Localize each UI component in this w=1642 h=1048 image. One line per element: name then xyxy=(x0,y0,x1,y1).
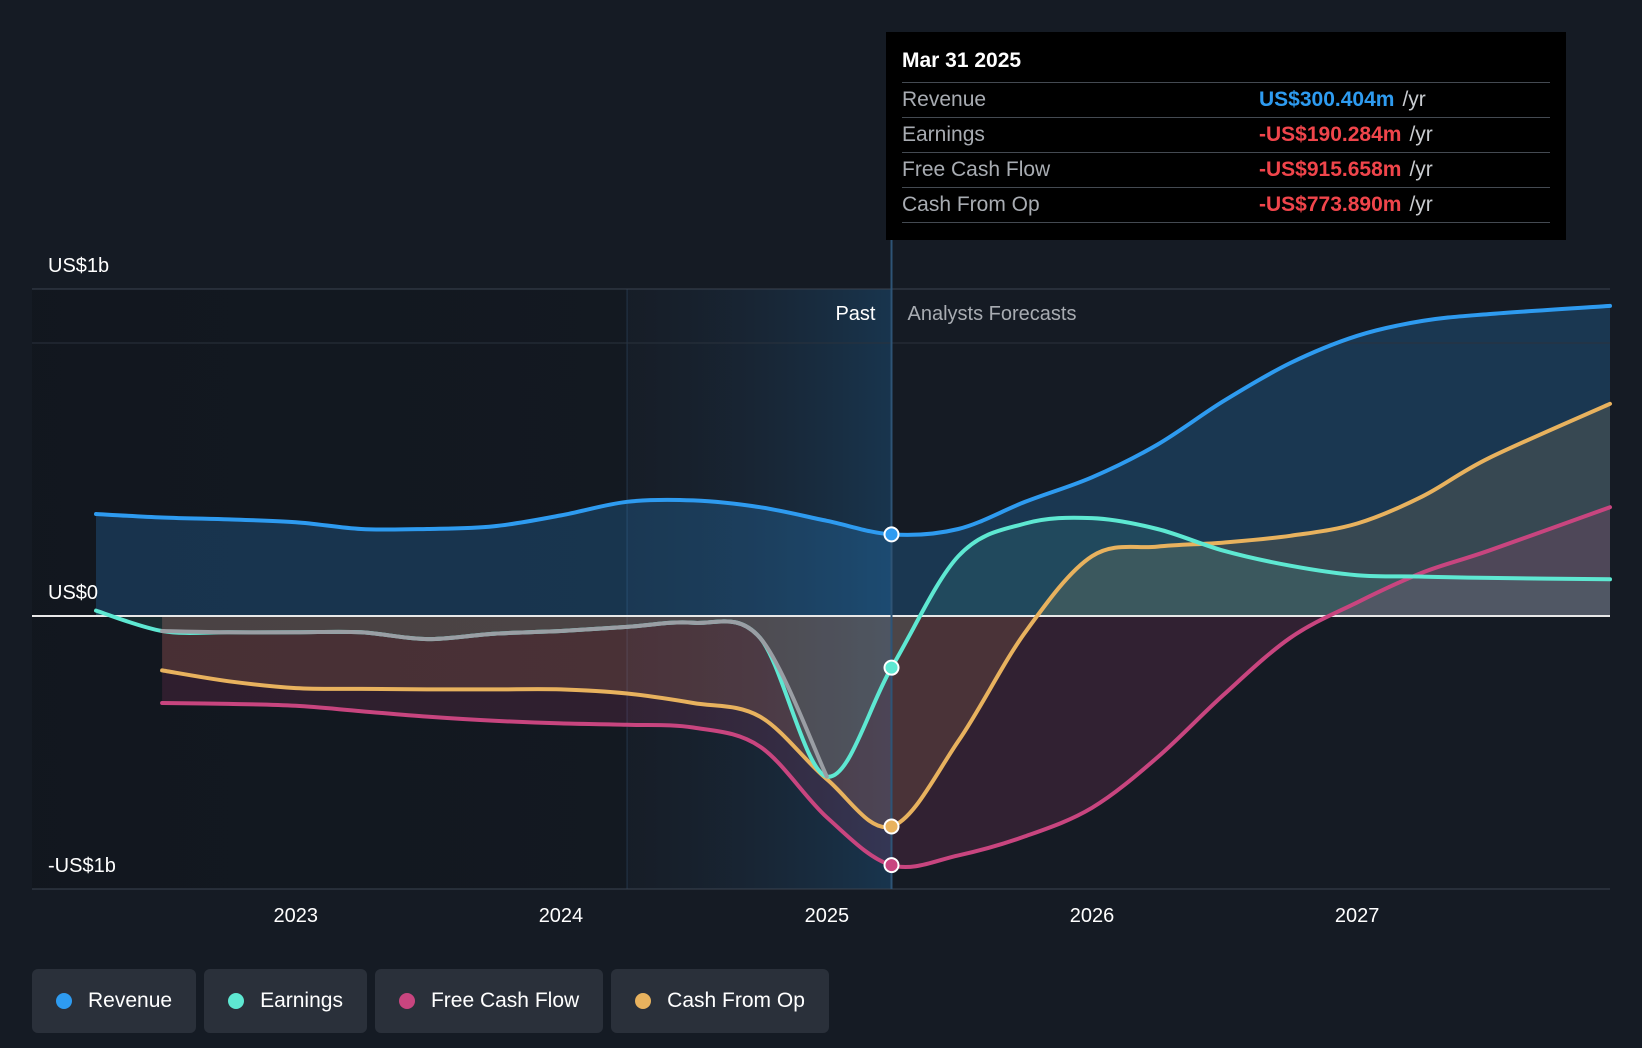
tooltip-value: US$300.404m xyxy=(1259,88,1395,111)
series-marker-revenue xyxy=(883,526,900,543)
legend-dot-icon xyxy=(635,993,652,1009)
legend-label: Free Cash Flow xyxy=(430,989,580,1012)
legend-dot-icon xyxy=(228,993,245,1009)
forecast-label: Analysts Forecasts xyxy=(908,303,1077,325)
tooltip-unit: /yr xyxy=(1402,88,1426,111)
tooltip-row-cash-from-op: Cash From Op -US$773.890m /yr xyxy=(902,188,1550,223)
x-axis-tick-label: 2023 xyxy=(274,905,319,927)
legend-label: Cash From Op xyxy=(667,989,805,1012)
x-axis-tick-label: 2025 xyxy=(805,905,850,927)
tooltip-date: Mar 31 2025 xyxy=(902,46,1550,83)
legend-item-free-cash-flow[interactable]: Free Cash Flow xyxy=(374,969,604,1033)
tooltip-panel: Mar 31 2025 Revenue US$300.404m /yr Earn… xyxy=(886,32,1566,240)
x-axis-tick-label: 2024 xyxy=(539,905,584,927)
series-area-earnings xyxy=(96,517,1610,777)
y-axis-label: US$1b xyxy=(48,255,109,277)
tooltip-label: Revenue xyxy=(902,88,987,111)
tooltip-value: -US$190.284m xyxy=(1259,123,1402,146)
tooltip-row-free-cash-flow: Free Cash Flow -US$915.658m /yr xyxy=(902,153,1550,188)
tooltip-value: -US$773.890m xyxy=(1259,193,1402,216)
legend-dot-icon xyxy=(398,993,415,1009)
x-axis-tick-label: 2027 xyxy=(1335,905,1380,927)
tooltip-row-revenue: Revenue US$300.404m /yr xyxy=(902,83,1550,118)
legend-item-revenue[interactable]: Revenue xyxy=(32,969,197,1033)
legend-item-earnings[interactable]: Earnings xyxy=(204,969,367,1033)
past-highlight xyxy=(627,289,892,889)
series-line-free-cash-flow xyxy=(160,505,1612,870)
y-axis-label: -US$1b xyxy=(48,855,116,877)
past-label: Past xyxy=(835,303,875,325)
tooltip-label: Earnings xyxy=(902,123,985,146)
series-marker-cash-from-op xyxy=(883,818,900,835)
series-marker-earnings xyxy=(883,659,900,676)
tooltip-row-earnings: Earnings -US$190.284m /yr xyxy=(902,118,1550,153)
tooltip-unit: /yr xyxy=(1409,158,1433,181)
x-axis-tick-label: 2026 xyxy=(1070,905,1115,927)
tooltip-label: Free Cash Flow xyxy=(902,158,1051,181)
series-line-revenue xyxy=(94,303,1612,537)
y-axis-label: US$0 xyxy=(48,582,98,604)
history-shade xyxy=(32,289,628,889)
tooltip-unit: /yr xyxy=(1409,193,1433,216)
tooltip-unit: /yr xyxy=(1409,123,1433,146)
legend: Revenue Earnings Free Cash Flow Cash Fro… xyxy=(32,969,829,1033)
tooltip-value: -US$915.658m xyxy=(1259,158,1402,181)
legend-label: Revenue xyxy=(88,989,173,1012)
legend-item-cash-from-op[interactable]: Cash From Op xyxy=(611,969,829,1033)
series-area-revenue xyxy=(96,305,1610,616)
tooltip-label: Cash From Op xyxy=(902,193,1040,216)
legend-dot-icon xyxy=(56,993,72,1009)
series-line-earnings-history xyxy=(160,619,829,779)
legend-label: Earnings xyxy=(260,989,343,1012)
series-area-free-cash-flow xyxy=(162,507,1611,868)
series-marker-free-cash-flow xyxy=(883,857,900,874)
